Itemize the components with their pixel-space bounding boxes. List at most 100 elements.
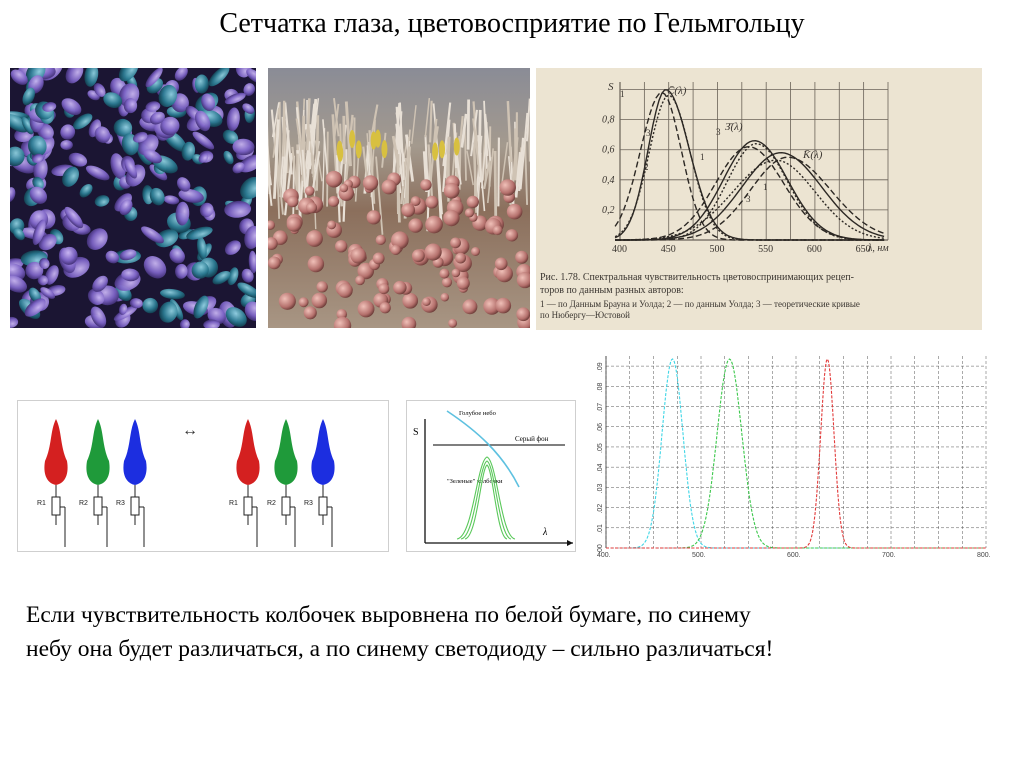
cell-body — [424, 243, 442, 261]
led-ytick: .07 — [597, 403, 604, 413]
cell-blob — [197, 236, 207, 260]
cone-cell — [44, 419, 68, 485]
book-xtick: 550 — [758, 244, 773, 255]
led-ytick: .02 — [597, 504, 604, 514]
resistor — [93, 496, 103, 516]
photo1-graphic — [10, 68, 256, 328]
cell-body — [350, 247, 367, 264]
photo2-graphic — [268, 68, 530, 328]
cell-blob — [158, 84, 178, 107]
led-ytick: .08 — [597, 382, 604, 392]
cell-body — [443, 209, 460, 227]
book-xtick: 600 — [807, 244, 822, 255]
cell-blob — [113, 118, 133, 137]
rod-fiber — [396, 123, 406, 162]
cell-body — [495, 297, 512, 314]
cell-body — [402, 292, 419, 309]
cone-tip — [432, 142, 439, 161]
curve-number: 1 — [763, 182, 768, 192]
cell-blob — [60, 139, 73, 150]
led-ytick: .03 — [597, 484, 604, 494]
cell-blob — [86, 228, 108, 250]
rod-fiber — [305, 152, 311, 190]
cell-body — [455, 252, 466, 264]
cell-blob — [42, 102, 57, 112]
cell-body — [516, 307, 530, 322]
cell-blob — [238, 154, 256, 173]
sensitivity-curve — [615, 159, 885, 241]
cell-body — [268, 237, 278, 251]
cell-blob — [10, 114, 29, 133]
cell-blob — [194, 110, 211, 132]
cell-blob — [132, 131, 148, 143]
rod-fiber — [524, 140, 529, 205]
cell-body — [366, 210, 381, 225]
cell-blob — [13, 228, 25, 241]
rod-fiber — [284, 152, 294, 216]
cell-blob — [141, 226, 164, 244]
book-ytick: 0,4 — [602, 175, 615, 186]
rod-fiber — [514, 152, 522, 198]
cones-resistor-diagram: R1 R2 R3 R1 R2 R3 ↔ — [17, 400, 389, 552]
cell-blob — [33, 157, 48, 182]
rod-fiber — [301, 149, 308, 205]
cell-blob — [193, 295, 209, 319]
cell-blob — [175, 263, 188, 279]
book-xunit: λ, нм — [867, 243, 889, 254]
cell-body — [425, 215, 443, 234]
cell-blob — [103, 92, 123, 109]
rod-fiber — [525, 98, 530, 142]
cell-blob — [194, 74, 209, 94]
rod-fiber — [442, 102, 452, 167]
led-spectra-chart: .00 .01 .02 .03 .04 .05 .06 .07 .08 .09 400. 500. 6… — [592, 352, 1002, 560]
cell-blob — [186, 226, 213, 240]
rod-fiber — [344, 101, 352, 167]
cell-blob — [93, 83, 106, 97]
sensitivity-curve — [615, 142, 885, 241]
rod-fiber — [519, 112, 529, 190]
cell-blob — [175, 201, 190, 226]
cell-blob — [232, 138, 255, 156]
cell-body — [443, 182, 460, 199]
cell-blob — [94, 126, 111, 143]
cell-blob — [224, 240, 241, 255]
rod-fiber — [315, 115, 320, 191]
rod-fiber — [268, 155, 273, 186]
cell-body — [305, 202, 318, 214]
cell-blob — [241, 268, 254, 283]
cell-body — [422, 297, 431, 307]
rod-fiber — [314, 98, 320, 129]
cell-body — [439, 268, 450, 279]
double-arrow-icon: ↔ — [182, 422, 198, 439]
cell-blob — [121, 268, 140, 282]
cell-blob — [240, 176, 256, 200]
rod-fiber — [391, 135, 401, 168]
rod-fiber — [395, 123, 404, 187]
cell-blob — [24, 298, 46, 317]
rod-fiber — [424, 97, 431, 138]
cell-blob — [208, 68, 230, 87]
cell-body — [391, 231, 409, 250]
book-ytick: 0,2 — [602, 205, 615, 216]
cell-body — [311, 292, 328, 309]
cell-blob — [10, 146, 25, 167]
cell-blob — [169, 248, 185, 264]
caption-line2: торов по данным разных авторов: — [540, 285, 684, 296]
cell-blob — [225, 307, 247, 327]
cell-body — [515, 250, 529, 264]
cell-body — [372, 252, 385, 265]
cell-body — [456, 276, 470, 290]
cell-blob — [90, 306, 107, 328]
retina-photo-2 — [268, 68, 530, 328]
cell-body — [286, 216, 302, 232]
book-xtick: 650 — [856, 244, 871, 255]
cell-blob — [32, 219, 46, 245]
cell-body — [335, 240, 348, 253]
led-ytick: .05 — [597, 443, 604, 453]
slide-body: Если чувствительность колбочек выровнена… — [26, 598, 986, 666]
cone-cell — [236, 419, 260, 485]
cell-body — [462, 299, 478, 315]
cell-body — [440, 292, 450, 302]
cell-blob — [61, 98, 82, 116]
cell-body — [306, 230, 323, 247]
